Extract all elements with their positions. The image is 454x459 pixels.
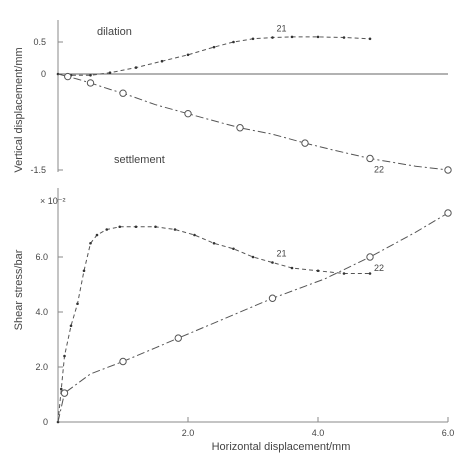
bottom-series-21-point: [105, 228, 109, 231]
settlement-annotation: settlement: [114, 154, 165, 166]
bottom-series-21-point: [251, 255, 255, 259]
bottom-series-21-line: [57, 226, 370, 423]
ytick-label: 4.0: [35, 307, 48, 317]
bottom-series-label-22: 22: [374, 263, 384, 273]
y-multiplier: × 10⁻²: [40, 196, 66, 206]
top-series-22-point: [444, 166, 452, 174]
bottom-series-21-point: [368, 272, 372, 275]
bottom-series-21-point: [342, 272, 346, 275]
bottom-series-21-point: [290, 266, 294, 270]
top-series-22-point: [64, 72, 72, 81]
top-series-22-point: [119, 89, 127, 97]
xtick-label: 6.0: [442, 428, 454, 438]
bottom-series-21-point: [271, 261, 274, 264]
top-series-21-point: [290, 35, 294, 39]
bottom-series-21-point: [63, 354, 66, 358]
bottom-panel: × 10⁻² Shear stress/bar Horizontal displ…: [13, 188, 454, 453]
top-series-21-point: [271, 36, 274, 39]
bottom-series-21-point: [173, 228, 177, 231]
bottom-series-22-point: [174, 334, 182, 342]
bottom-series-21-point: [316, 269, 320, 273]
bottom-series-21-point: [118, 225, 122, 229]
xlabel: Horizontal displacement/mm: [212, 441, 351, 453]
bottom-ylabel: Shear stress/bar: [13, 249, 25, 330]
top-series-21-line: [57, 36, 371, 76]
top-series-21-point: [186, 53, 190, 57]
top-series-21-point: [368, 37, 372, 41]
top-series-21-point: [316, 35, 320, 39]
ytick-label: 0: [43, 417, 48, 427]
top-series-21-point: [342, 36, 346, 39]
bottom-series-21-point: [193, 233, 196, 237]
bottom-series-22-point: [60, 389, 69, 397]
top-series-21-point: [212, 45, 216, 49]
xtick-label: 2.0: [182, 428, 195, 438]
bottom-series-21-point: [95, 233, 99, 237]
bottom-series-21-point: [69, 324, 73, 328]
bottom-series-22-line: [57, 212, 449, 423]
bottom-series-22-point: [268, 294, 277, 302]
top-ylabel: Vertical displacement/mm: [13, 47, 25, 172]
top-series-21-point: [160, 59, 164, 63]
top-panel: 0.5 0 -1.5 Vertical displacement/mm dila…: [13, 20, 452, 175]
bottom-series-21-point: [59, 387, 63, 391]
top-series-label-22: 22: [374, 164, 384, 174]
bottom-series-21-point: [89, 241, 92, 245]
ytick-label: 2.0: [35, 362, 48, 372]
xtick-label: 4.0: [312, 428, 325, 438]
top-ytick-label-0: 0.5: [33, 37, 46, 47]
top-series-22-point: [86, 79, 95, 87]
bottom-series-label-21: 21: [277, 249, 287, 259]
top-series-21-point: [89, 73, 92, 77]
ytick-label: 6.0: [35, 252, 48, 262]
top-series-21-point: [232, 40, 235, 44]
bottom-series-21-point: [212, 241, 216, 245]
top-series-21-point: [251, 37, 255, 41]
bottom-series-21-point: [232, 247, 235, 251]
top-ytick-label-1: 0: [41, 69, 46, 79]
top-ytick-label-2: -1.5: [30, 165, 46, 175]
top-series-22-point: [184, 109, 192, 118]
bottom-series-21-point: [82, 269, 86, 273]
bottom-series-21-point: [154, 225, 157, 229]
bottom-series-21-point: [134, 225, 138, 229]
bottom-series-22-point: [366, 253, 374, 261]
top-series-22-point: [301, 139, 309, 147]
bottom-series-22-point: [119, 357, 127, 366]
top-series-22-point: [236, 124, 244, 132]
bottom-series-22-point: [444, 209, 452, 217]
top-series-label-21: 21: [277, 24, 287, 34]
dilation-annotation: dilation: [97, 26, 132, 38]
top-series-21-point: [134, 66, 138, 69]
top-series-21-point: [108, 71, 112, 75]
top-series-22-point: [366, 154, 374, 163]
bottom-series-21-point: [76, 302, 79, 306]
